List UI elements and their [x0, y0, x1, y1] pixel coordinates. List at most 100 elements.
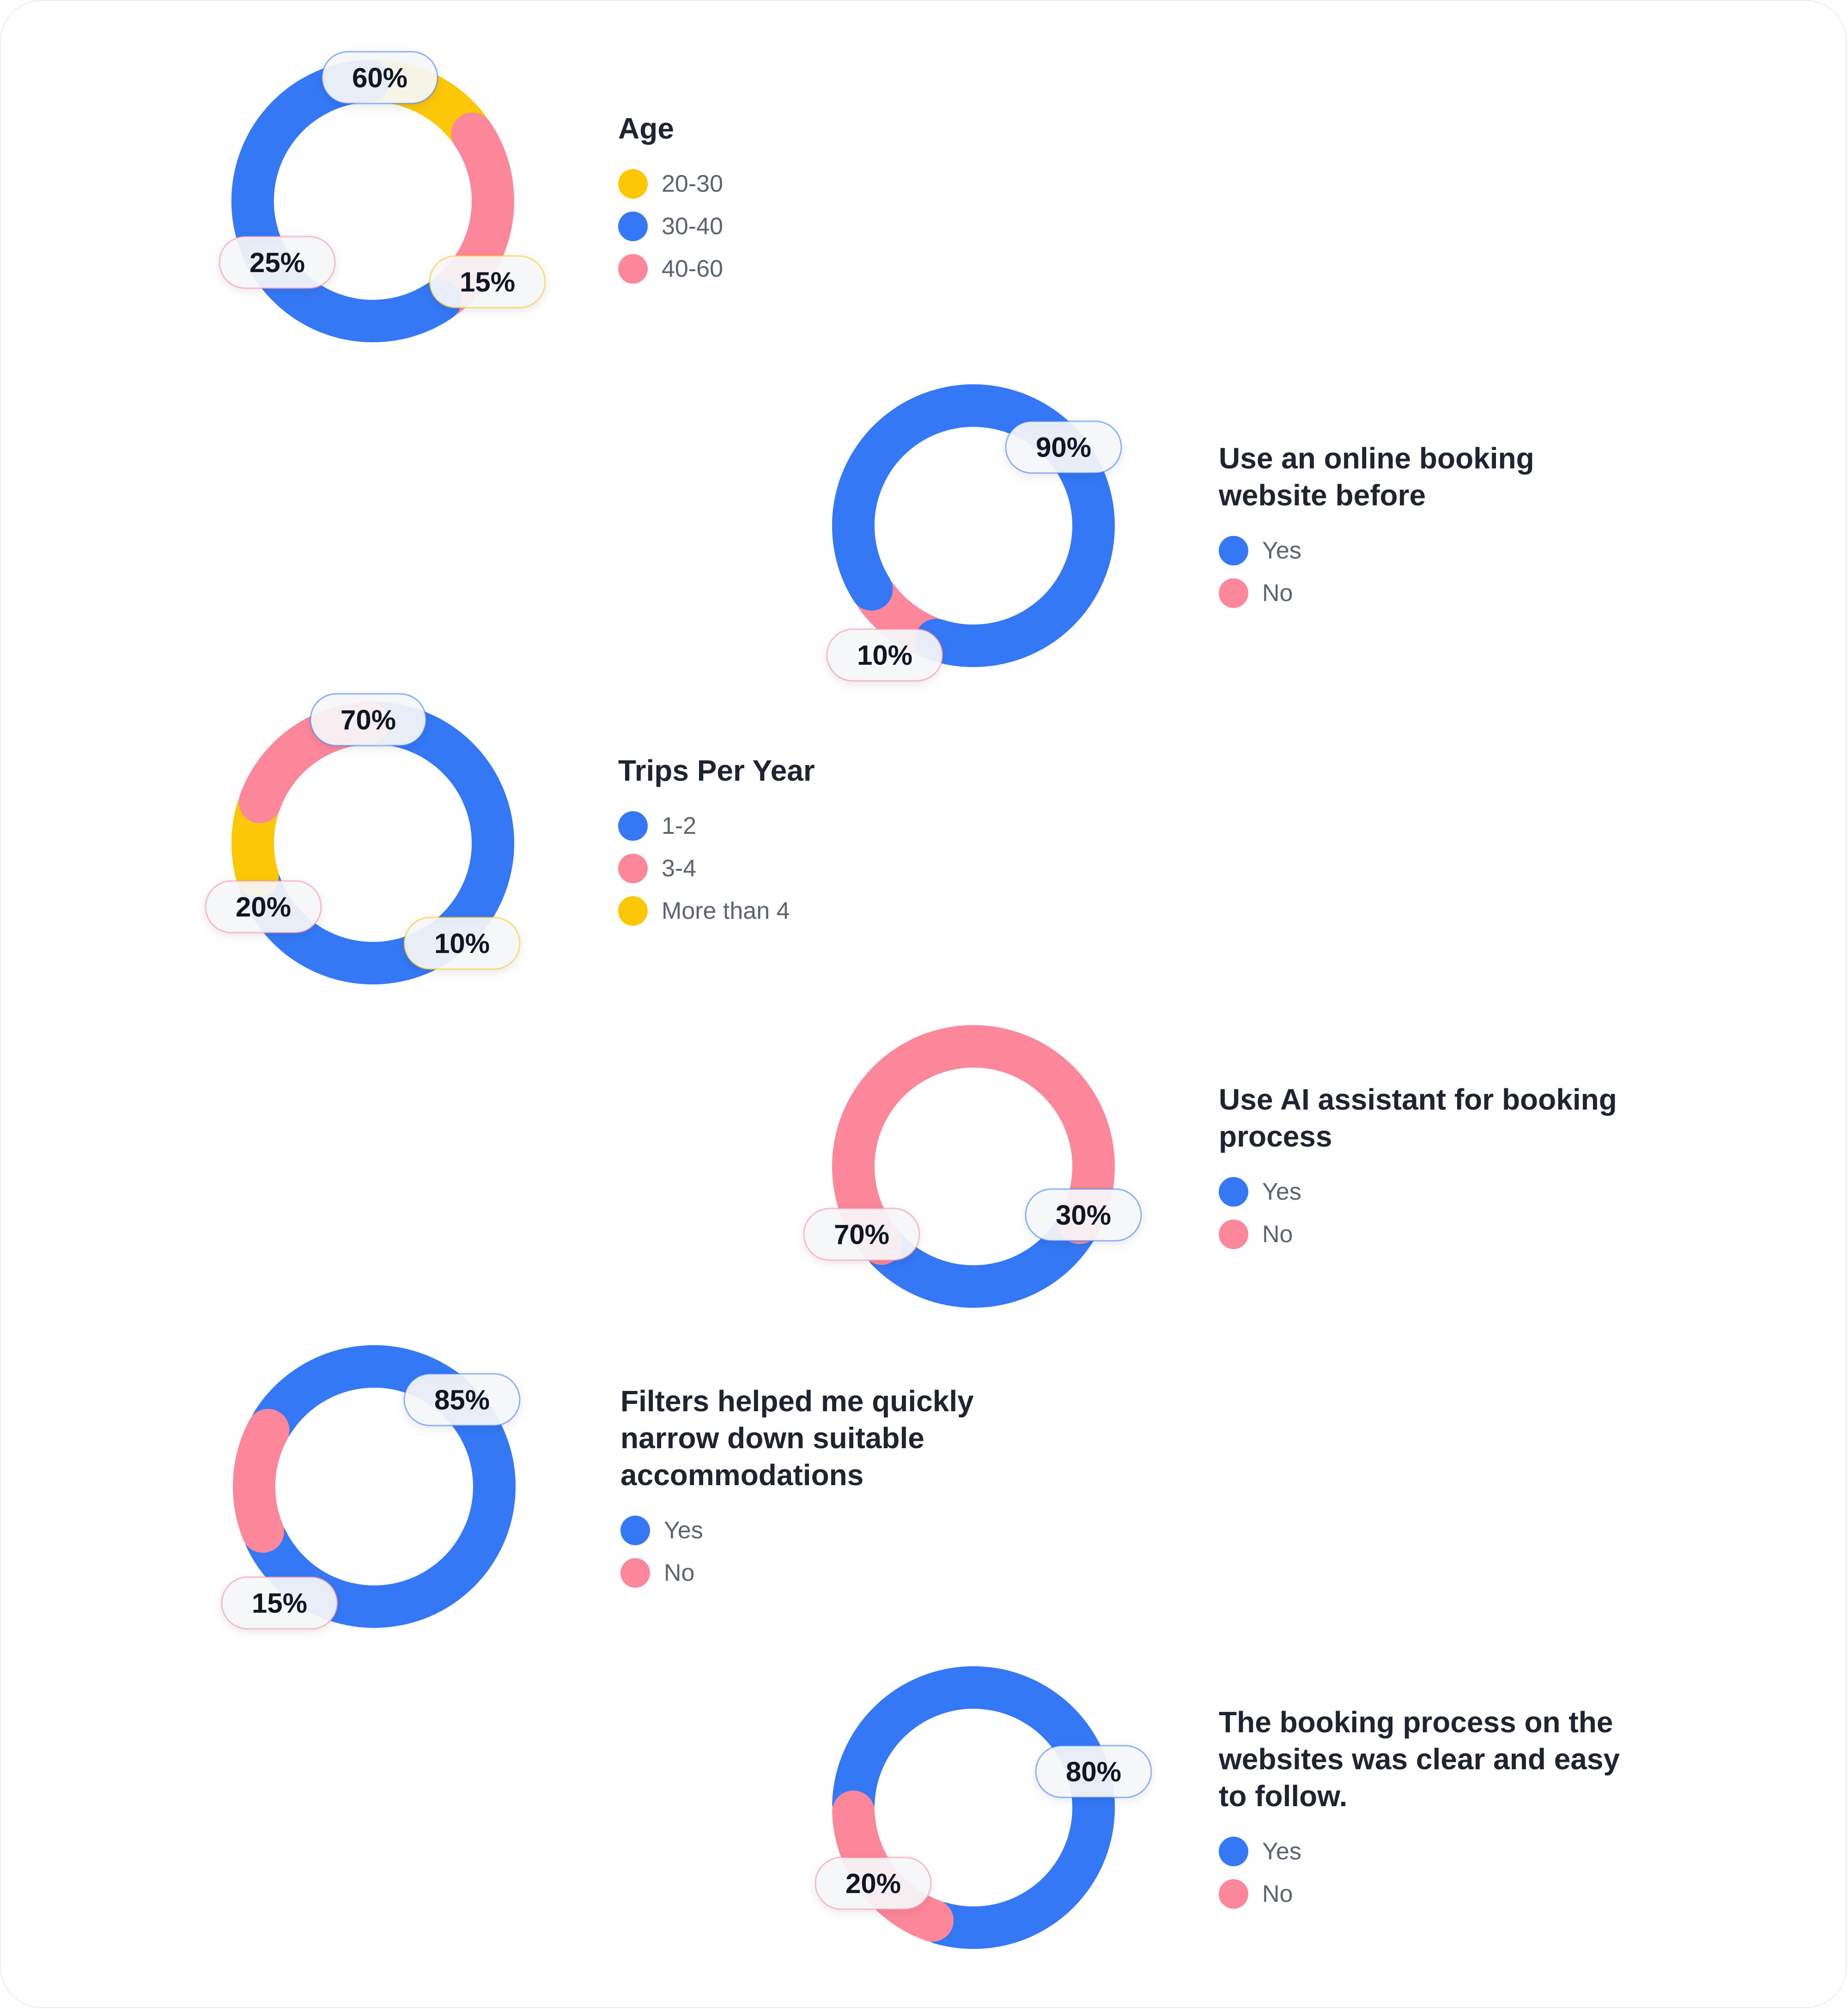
legend-item: Yes — [1219, 1171, 1635, 1213]
legend-item: 1-2 — [618, 805, 1034, 847]
legend: Yes No — [1219, 529, 1588, 614]
percentage-label: 70% — [834, 1219, 889, 1250]
percentage-label: 10% — [434, 928, 490, 959]
legend-swatch — [618, 212, 648, 241]
percentage-label: 60% — [352, 62, 407, 93]
pill-background — [1005, 420, 1122, 474]
percentage-pill: 20% — [815, 1857, 932, 1910]
percentage-pill: 10% — [403, 916, 521, 970]
percentage-pill: 70% — [310, 693, 427, 747]
legend-swatch — [618, 254, 648, 284]
donut-segment-no — [233, 1408, 290, 1553]
legend: Yes No — [620, 1509, 999, 1594]
legend-label: Yes — [664, 1517, 703, 1544]
legend-label: Yes — [1262, 537, 1301, 564]
legend-label: 1-2 — [662, 813, 697, 839]
legend-swatch — [618, 854, 648, 883]
legend-item: Yes — [620, 1509, 999, 1552]
percentage-pill: 10% — [826, 628, 943, 682]
pill-background — [205, 880, 322, 934]
legend-item: 30-40 — [618, 205, 1034, 248]
percentage-pill: 60% — [321, 51, 438, 104]
chart-panel-booking-clarity: The booking process on the websites was … — [1219, 1704, 1635, 1915]
legend-swatch — [618, 169, 648, 199]
percentage-label: 15% — [460, 267, 515, 297]
pill-background — [310, 693, 427, 747]
legend-swatch — [1219, 1837, 1248, 1866]
percentage-label: 90% — [1036, 432, 1091, 463]
legend-label: No — [1262, 1221, 1293, 1248]
donut-segment-yes — [245, 1345, 516, 1628]
pill-background — [403, 916, 521, 970]
pill-background — [826, 628, 943, 682]
chart-title: The booking process on the websites was … — [1219, 1706, 1620, 1813]
legend-label: 40-60 — [662, 255, 723, 282]
legend-swatch — [620, 1558, 650, 1588]
pill-background — [321, 51, 438, 104]
legend: Yes No — [1219, 1171, 1635, 1256]
percentage-pill: 90% — [1005, 420, 1122, 474]
donut-chart — [233, 1345, 516, 1628]
legend-label: 30-40 — [662, 213, 723, 240]
legend-swatch — [1219, 536, 1248, 565]
pill-background — [219, 236, 336, 289]
pill-background — [221, 1576, 338, 1630]
legend-label: 3-4 — [662, 855, 697, 882]
percentage-label: 85% — [434, 1384, 490, 1415]
legend-swatch — [618, 896, 648, 926]
donut-segment-yes — [832, 1666, 1115, 1949]
percentage-label: 10% — [857, 640, 912, 671]
percentage-label: 20% — [236, 892, 291, 923]
pill-background — [803, 1208, 920, 1261]
chart-title: Use an online booking website before — [1219, 442, 1534, 512]
legend-label: 20-30 — [662, 170, 723, 197]
legend: Yes No — [1219, 1830, 1635, 1915]
legend-item: No — [620, 1552, 999, 1594]
legend-label: Yes — [1262, 1838, 1301, 1865]
chart-title: Age — [618, 112, 674, 145]
legend-swatch — [1219, 1177, 1248, 1207]
percentage-label: 80% — [1066, 1756, 1121, 1787]
percentage-pill: 70% — [803, 1208, 920, 1261]
legend-item: 3-4 — [618, 847, 1034, 890]
legend-item: 20-30 — [618, 163, 1034, 205]
legend-label: No — [664, 1560, 695, 1586]
chart-title: Use AI assistant for booking process — [1219, 1083, 1617, 1153]
pill-background — [1035, 1745, 1152, 1798]
legend-item: More than 4 — [618, 890, 1034, 932]
percentage-pill: 15% — [429, 255, 546, 309]
legend-swatch — [1219, 1220, 1248, 1249]
chart-panel-trips-per-year: Trips Per Year 1-2 3-4 More than 4 — [618, 752, 1034, 932]
chart-title: Trips Per Year — [618, 754, 815, 787]
donut-chart — [832, 1025, 1115, 1308]
legend-item: Yes — [1219, 529, 1588, 572]
legend-swatch — [1219, 1879, 1248, 1909]
legend-item: 40-60 — [618, 248, 1034, 290]
donut-segment-1-2 — [238, 702, 515, 985]
pill-background — [1025, 1188, 1142, 1242]
percentage-pill: 80% — [1035, 1745, 1152, 1798]
percentage-pill: 15% — [221, 1576, 338, 1630]
chart-panel-ai-assistant: Use AI assistant for booking process Yes… — [1219, 1081, 1635, 1256]
chart-panel-age: Age 20-30 30-40 40-60 — [618, 110, 1034, 290]
pill-background — [815, 1857, 932, 1910]
percentage-pill: 20% — [205, 880, 322, 934]
percentage-label: 70% — [340, 704, 396, 735]
pill-background — [429, 255, 546, 309]
percentage-label: 15% — [252, 1588, 307, 1619]
percentage-pill: 25% — [219, 236, 336, 289]
legend-label: Yes — [1262, 1178, 1301, 1205]
legend-item: Yes — [1219, 1830, 1635, 1873]
percentage-label: 20% — [845, 1868, 901, 1899]
donut-segment-no — [832, 1025, 1115, 1265]
percentage-label: 30% — [1056, 1200, 1111, 1231]
legend: 1-2 3-4 More than 4 — [618, 805, 1034, 932]
chart-title: Filters helped me quickly narrow down su… — [620, 1384, 974, 1492]
percentage-pill: 30% — [1025, 1188, 1142, 1242]
legend-swatch — [618, 811, 648, 841]
chart-panel-filters: Filters helped me quickly narrow down su… — [620, 1383, 999, 1594]
legend-item: No — [1219, 572, 1588, 614]
legend-label: More than 4 — [662, 898, 790, 924]
chart-panel-online-booking: Use an online booking website before Yes… — [1219, 440, 1588, 614]
